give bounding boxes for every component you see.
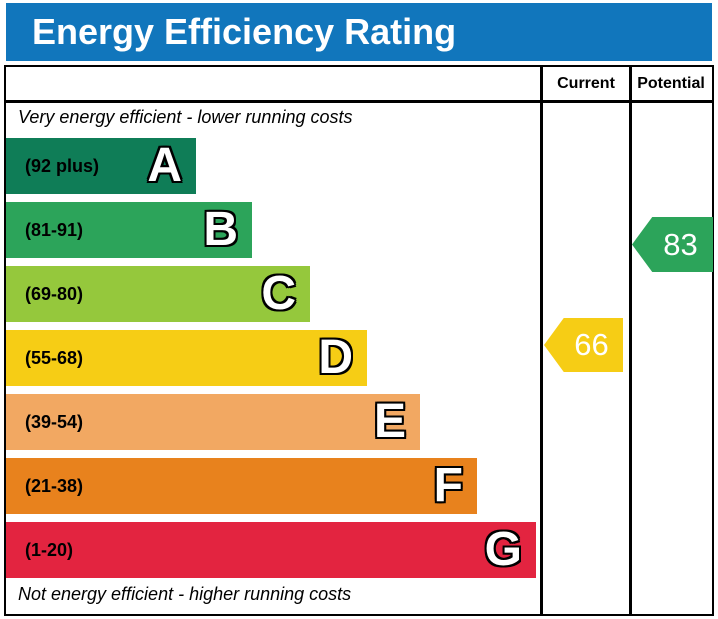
band-letter: G xyxy=(484,523,522,576)
potential-rating-value: 83 xyxy=(663,226,698,262)
rating-table: Current Potential Very energy efficient … xyxy=(4,65,714,616)
band-row-e: (39-54) E xyxy=(6,394,420,450)
band-range-label: (21-38) xyxy=(25,475,84,496)
chart-title: Energy Efficiency Rating xyxy=(32,11,457,52)
current-rating-arrow: 66 xyxy=(544,318,623,372)
band-row-a: (92 plus) A xyxy=(6,138,196,194)
band-range-label: (92 plus) xyxy=(25,155,100,176)
top-caption: Very energy efficient - lower running co… xyxy=(18,107,353,127)
band-range-label: (39-54) xyxy=(25,411,84,432)
band-row-f: (21-38) F xyxy=(6,458,477,514)
potential-rating-arrow: 83 xyxy=(632,217,713,272)
column-header-potential: Potential xyxy=(637,74,705,92)
band-row-d: (55-68) D xyxy=(6,330,367,386)
header-row-divider xyxy=(6,100,712,103)
band-range-label: (69-80) xyxy=(25,283,84,304)
column-divider-current xyxy=(540,67,543,614)
band-letter: E xyxy=(373,395,406,448)
band-letter: A xyxy=(147,139,182,192)
band-range-label: (55-68) xyxy=(25,347,84,368)
chart-title-bar: Energy Efficiency Rating xyxy=(6,3,712,61)
band-letter: F xyxy=(433,459,463,512)
column-header-current: Current xyxy=(557,74,615,92)
band-letter: B xyxy=(203,203,238,256)
current-rating-value: 66 xyxy=(574,327,609,362)
bottom-caption: Not energy efficient - higher running co… xyxy=(18,584,352,604)
band-letter: D xyxy=(318,331,353,384)
band-row-c: (69-80) C xyxy=(6,266,310,322)
band-row-g: (1-20) G xyxy=(6,522,536,578)
band-range-label: (1-20) xyxy=(25,539,74,560)
band-letter: C xyxy=(261,267,296,320)
band-range-label: (81-91) xyxy=(25,219,84,240)
band-row-b: (81-91) B xyxy=(6,202,252,258)
column-divider-potential xyxy=(629,67,632,614)
